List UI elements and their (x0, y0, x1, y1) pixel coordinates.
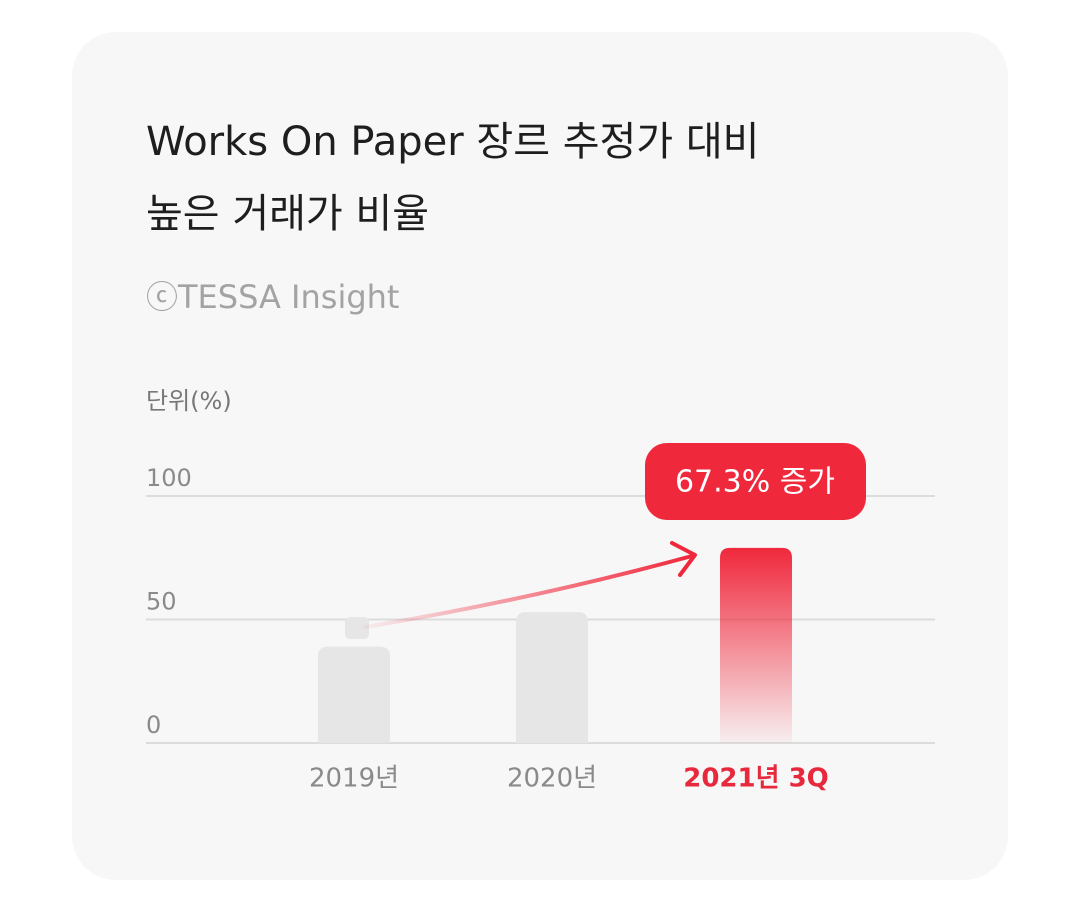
chart-subtitle: ⓒTESSA Insight (146, 278, 399, 316)
x-tick-label: 2019년 (309, 764, 399, 794)
annotation: 67.3% 증가 (675, 465, 835, 500)
bar (720, 547, 792, 743)
chart-title: 높은 거래가 비율 (146, 191, 429, 237)
x-tick-label: 2021년 3Q (683, 764, 829, 794)
bar (318, 646, 390, 743)
y-tick-label: 50 (146, 588, 177, 616)
bar (516, 612, 588, 743)
annotation-pill (645, 443, 866, 520)
y-tick-label: 100 (146, 464, 192, 492)
arrow-start (345, 617, 369, 639)
plot: 0 50 100 2019년 2020년 2021년 3Q (146, 464, 935, 794)
x-tick-label: 2020년 (507, 764, 597, 794)
y-axis-label: 단위(%) (146, 387, 232, 415)
arrow (363, 554, 694, 629)
y-tick-label: 0 (146, 711, 161, 739)
chart-title: Works On Paper 장르 추정가 대비 (146, 119, 759, 165)
arrow-head (670, 541, 697, 577)
